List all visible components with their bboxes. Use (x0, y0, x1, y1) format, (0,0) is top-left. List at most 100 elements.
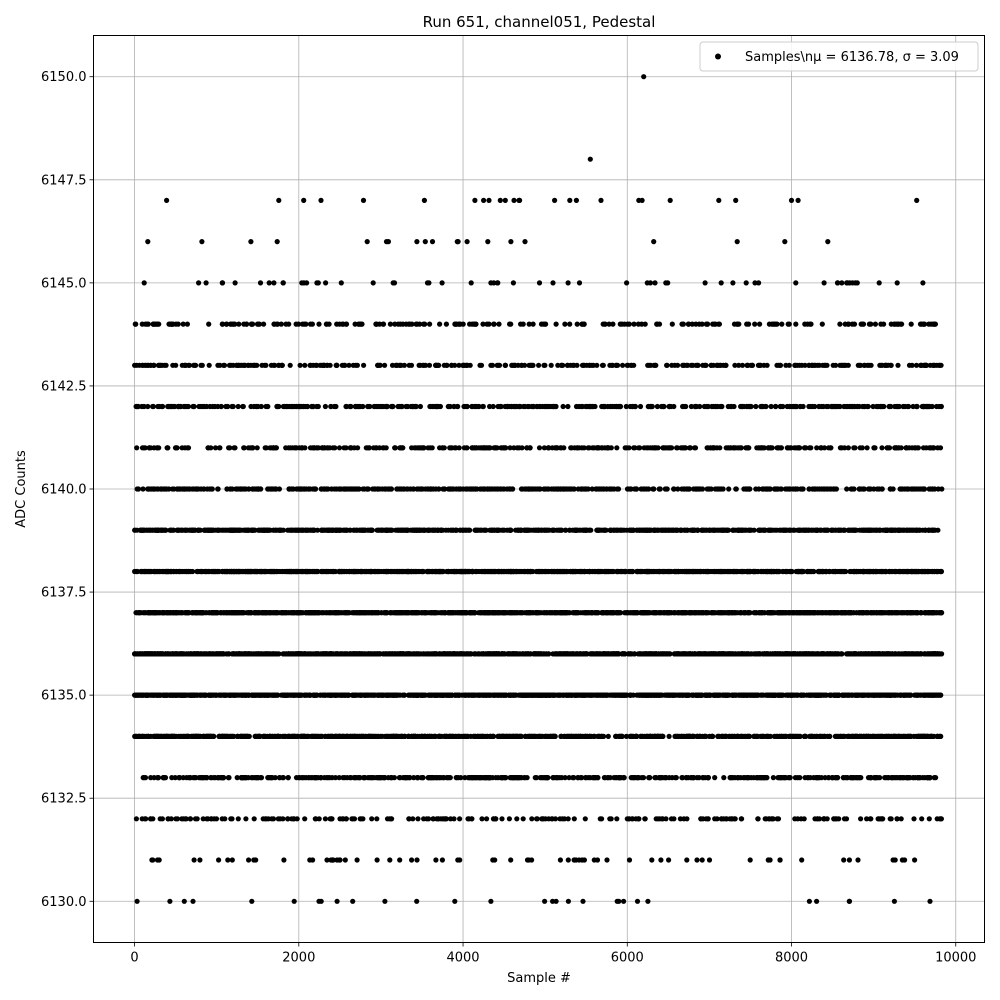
data-point (891, 898, 898, 904)
data-point (529, 816, 535, 822)
data-point (587, 692, 594, 698)
data-point (414, 898, 420, 904)
data-point (915, 692, 921, 698)
data-point (270, 651, 276, 657)
data-point (344, 775, 350, 781)
data-point (887, 692, 893, 698)
data-point (848, 775, 854, 781)
data-point (197, 857, 203, 863)
data-point (141, 775, 147, 781)
data-point (890, 857, 896, 863)
data-point (679, 651, 685, 657)
data-point (409, 857, 415, 863)
data-point (410, 816, 416, 822)
data-point (155, 775, 161, 781)
data-point (588, 733, 594, 740)
data-point (182, 816, 188, 822)
data-point (755, 816, 761, 822)
data-point (165, 816, 171, 822)
data-point (818, 692, 824, 698)
data-point (838, 733, 844, 740)
data-point (348, 775, 354, 781)
data-point (616, 898, 622, 904)
data-point (193, 775, 199, 781)
data-point (640, 651, 646, 657)
data-points (132, 74, 945, 904)
data-point (533, 775, 540, 781)
data-point (811, 775, 817, 781)
data-point (245, 733, 251, 740)
data-point (805, 775, 811, 781)
data-point (802, 733, 808, 740)
data-point (353, 692, 359, 698)
data-point (452, 898, 458, 904)
data-point (519, 692, 525, 698)
data-point (358, 816, 364, 822)
data-point (799, 857, 805, 863)
data-point (150, 857, 156, 863)
data-point (777, 857, 783, 863)
data-point (434, 816, 440, 822)
data-point (148, 816, 154, 822)
data-point (382, 898, 388, 904)
data-point (785, 651, 791, 657)
data-point (374, 857, 380, 863)
data-point (599, 816, 605, 822)
data-point (312, 816, 318, 822)
data-point (821, 816, 827, 822)
data-point (133, 816, 139, 822)
data-point (709, 733, 715, 740)
data-point (877, 692, 883, 698)
data-point (479, 816, 485, 822)
data-point (583, 775, 589, 781)
data-point (574, 692, 580, 698)
data-point (687, 651, 693, 657)
data-point (670, 692, 676, 698)
data-point (396, 775, 402, 781)
data-point (453, 775, 459, 781)
data-point (751, 651, 757, 657)
data-point (840, 775, 846, 781)
data-point (192, 816, 199, 822)
data-point (937, 651, 943, 657)
data-point (770, 775, 777, 781)
data-point (642, 816, 648, 822)
data-point (726, 733, 733, 740)
data-point (893, 651, 899, 657)
data-point (164, 692, 170, 698)
data-point (822, 775, 828, 781)
data-point (153, 733, 160, 740)
data-point (681, 816, 687, 822)
data-point (590, 775, 596, 781)
data-point (566, 775, 572, 781)
data-point (613, 733, 619, 740)
data-point (180, 775, 186, 781)
data-point (572, 857, 578, 863)
data-point (666, 733, 672, 740)
data-point (332, 775, 339, 781)
data-point (549, 692, 555, 698)
data-point (824, 651, 831, 657)
data-point (814, 898, 820, 904)
data-point (262, 733, 268, 740)
data-point (656, 692, 662, 698)
data-point (834, 816, 840, 822)
data-point (785, 775, 792, 781)
data-point (518, 775, 525, 781)
data-point (633, 816, 639, 822)
data-point (549, 816, 555, 822)
data-point (489, 651, 495, 657)
data-point (677, 733, 683, 740)
data-point (775, 816, 782, 822)
data-point (604, 857, 610, 863)
data-point (605, 775, 611, 781)
data-point (430, 816, 436, 822)
data-point (298, 692, 304, 698)
data-point (801, 816, 807, 822)
data-point (506, 816, 512, 822)
data-point (860, 692, 866, 698)
data-point (615, 651, 621, 657)
data-point (218, 775, 224, 781)
data-point (210, 733, 216, 740)
data-point (845, 651, 852, 657)
